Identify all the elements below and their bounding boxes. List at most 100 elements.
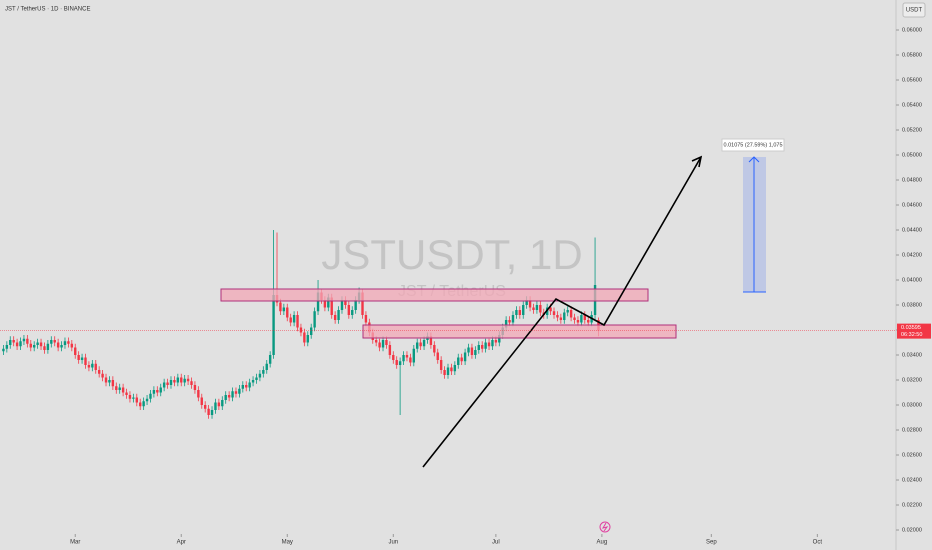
- candle-body: [56, 342, 60, 348]
- candle-body: [19, 341, 22, 347]
- y-tick-label: 0.02400: [902, 477, 922, 483]
- candle-body: [162, 382, 166, 388]
- y-tick-label: 0.02000: [902, 527, 922, 533]
- y-tick-label: 0.03000: [902, 402, 922, 408]
- candle-body: [583, 315, 586, 320]
- y-tick-label: 0.05600: [902, 77, 922, 83]
- candle-body: [91, 363, 94, 368]
- candle-body: [145, 398, 149, 402]
- candle-body: [224, 395, 227, 400]
- candle-body: [463, 352, 467, 362]
- candle-body: [330, 297, 333, 315]
- currency: USDT: [906, 8, 923, 14]
- candle-body: [443, 370, 446, 375]
- candle-body: [535, 305, 539, 310]
- candle-body: [84, 357, 87, 365]
- candle-body: [286, 307, 289, 318]
- candle-body: [173, 380, 176, 383]
- candle-body: [446, 367, 450, 375]
- candle-body: [436, 352, 439, 360]
- candle-body: [552, 311, 556, 315]
- candle-body: [94, 363, 97, 370]
- candle-body: [159, 387, 162, 393]
- y-tick-label: 0.04200: [902, 252, 922, 258]
- candle-body: [498, 335, 501, 343]
- y-tick-label: 0.04000: [902, 277, 922, 283]
- candle-body: [563, 312, 566, 320]
- candle-body: [340, 300, 344, 310]
- watermark: JSTUSDT, 1D: [321, 231, 582, 278]
- candle-body: [327, 297, 330, 308]
- candle-body: [525, 300, 528, 305]
- candle-body: [374, 340, 378, 343]
- candle-body: [142, 401, 145, 407]
- candle-body: [282, 307, 286, 312]
- candle-body: [29, 343, 32, 348]
- candle-body: [494, 340, 498, 343]
- candle-body: [149, 393, 152, 399]
- candle-body: [183, 378, 186, 383]
- candle-body: [186, 378, 190, 382]
- candle-body: [262, 370, 265, 374]
- candle-body: [80, 357, 84, 360]
- candle-body: [487, 342, 491, 347]
- candle-body: [504, 320, 508, 328]
- candle-body: [306, 335, 309, 343]
- candle-body: [518, 310, 522, 315]
- candle-body: [292, 315, 296, 323]
- candle-body: [313, 311, 316, 328]
- candle-body: [221, 400, 224, 407]
- support-zone: [362, 324, 677, 339]
- y-tick-label: 0.05200: [902, 127, 922, 133]
- candle-body: [248, 382, 251, 388]
- candle-body: [569, 310, 573, 318]
- candle-body: [203, 405, 207, 409]
- measure-label: 0.01075 (27.59%) 1,075: [723, 142, 782, 148]
- candle-body: [412, 348, 416, 363]
- candle-body: [439, 360, 443, 370]
- x-tick-label: Jun: [388, 540, 398, 546]
- event-icon: [599, 521, 611, 533]
- candle-body: [210, 410, 214, 415]
- y-tick-label: 0.03400: [902, 352, 922, 358]
- y-tick-label: 0.05000: [902, 152, 922, 158]
- candle-body: [193, 385, 197, 390]
- candle-body: [231, 391, 234, 398]
- candle-body: [474, 350, 477, 355]
- axis-labels: 0.02000 0.02200 0.02400 0.02600 0.02800 0.030…: [70, 27, 922, 545]
- candle-body: [217, 402, 221, 407]
- event-bolt: [601, 522, 609, 532]
- x-tick-label: Sep: [706, 540, 717, 546]
- y-tick-label: 0.02200: [902, 502, 922, 508]
- x-tick-label: Oct: [813, 540, 823, 546]
- countdown-label: 06:32:50: [901, 332, 922, 338]
- candle-body: [433, 345, 436, 353]
- y-tick-label: 0.03200: [902, 377, 922, 383]
- y-tick-label: 0.03800: [902, 302, 922, 308]
- candle-body: [484, 342, 487, 349]
- candle-body: [347, 305, 351, 315]
- candle-body: [77, 355, 80, 360]
- candle-body: [491, 340, 494, 347]
- y-tick-label: 0.04600: [902, 202, 922, 208]
- y-tick-label: 0.02800: [902, 427, 922, 433]
- candle-body: [104, 377, 108, 383]
- candle-body: [299, 327, 303, 333]
- candle-body: [176, 377, 180, 383]
- y-tick-label: 0.06000: [902, 27, 922, 33]
- candle-body: [480, 345, 484, 349]
- candle-body: [354, 300, 357, 310]
- candle-body: [97, 370, 101, 374]
- candle-body: [22, 338, 26, 342]
- candle-body: [12, 340, 15, 343]
- candle-body: [101, 373, 104, 378]
- candle-body: [115, 386, 118, 390]
- candle-body: [477, 345, 480, 350]
- candle-body: [398, 361, 402, 365]
- candle-body: [125, 392, 128, 395]
- last-price-label: 0.03595: [901, 325, 921, 331]
- candle-body: [197, 390, 200, 398]
- candle-body: [402, 355, 405, 362]
- candle-body: [121, 387, 125, 393]
- symbol-title: JST / TetherUS · 1D · BINANCE: [5, 7, 90, 13]
